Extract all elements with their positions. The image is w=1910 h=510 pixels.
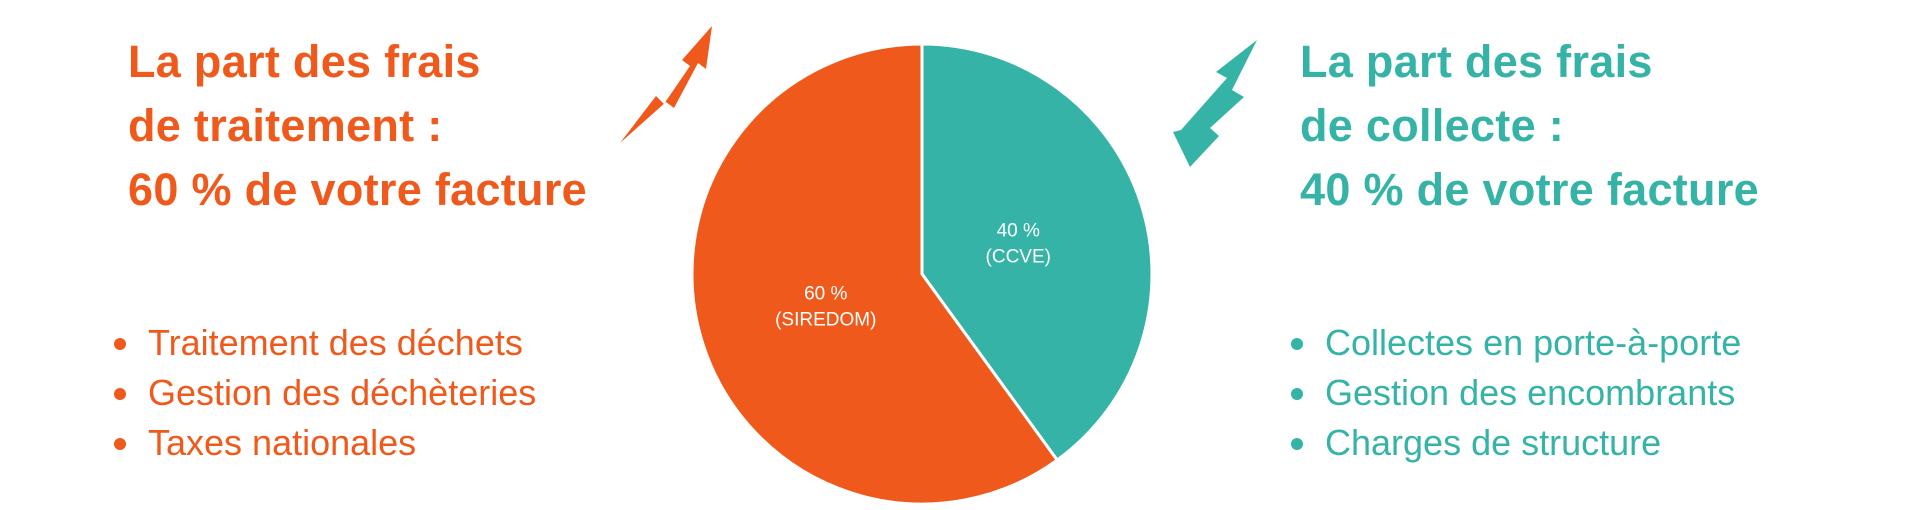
- collection-heading: La part des frais de collecte : 40 % de …: [1300, 30, 1759, 222]
- pie-slice: [920, 42, 1154, 463]
- list-item: Collectes en porte-à-porte: [1287, 318, 1741, 368]
- zigzag-arrow-up-icon: [620, 26, 712, 143]
- collection-heading-line: 40 % de votre facture: [1300, 164, 1759, 215]
- treatment-heading-line: La part des frais: [128, 36, 481, 87]
- collection-heading-line: La part des frais: [1300, 36, 1653, 87]
- list-item: Charges de structure: [1287, 418, 1741, 468]
- treatment-list: Traitement des déchets Gestion des déchè…: [110, 318, 536, 468]
- zigzag-arrow-down-icon: [1173, 40, 1257, 167]
- list-item: Traitement des déchets: [110, 318, 536, 368]
- collection-list: Collectes en porte-à-porte Gestion des e…: [1287, 318, 1741, 468]
- treatment-heading: La part des frais de traitement : 60 % d…: [128, 30, 587, 222]
- collection-heading-line: de collecte :: [1300, 100, 1564, 151]
- pie-slice: [690, 42, 1060, 506]
- pie-slice-label: 40 % (CCVE): [986, 221, 1051, 268]
- list-item: Gestion des déchèteries: [110, 368, 536, 418]
- treatment-heading-line: 60 % de votre facture: [128, 164, 587, 215]
- list-item: Taxes nationales: [110, 418, 536, 468]
- pie-slice-label: 60 % (SIREDOM): [775, 283, 876, 330]
- treatment-heading-line: de traitement :: [128, 100, 443, 151]
- list-item: Gestion des encombrants: [1287, 368, 1741, 418]
